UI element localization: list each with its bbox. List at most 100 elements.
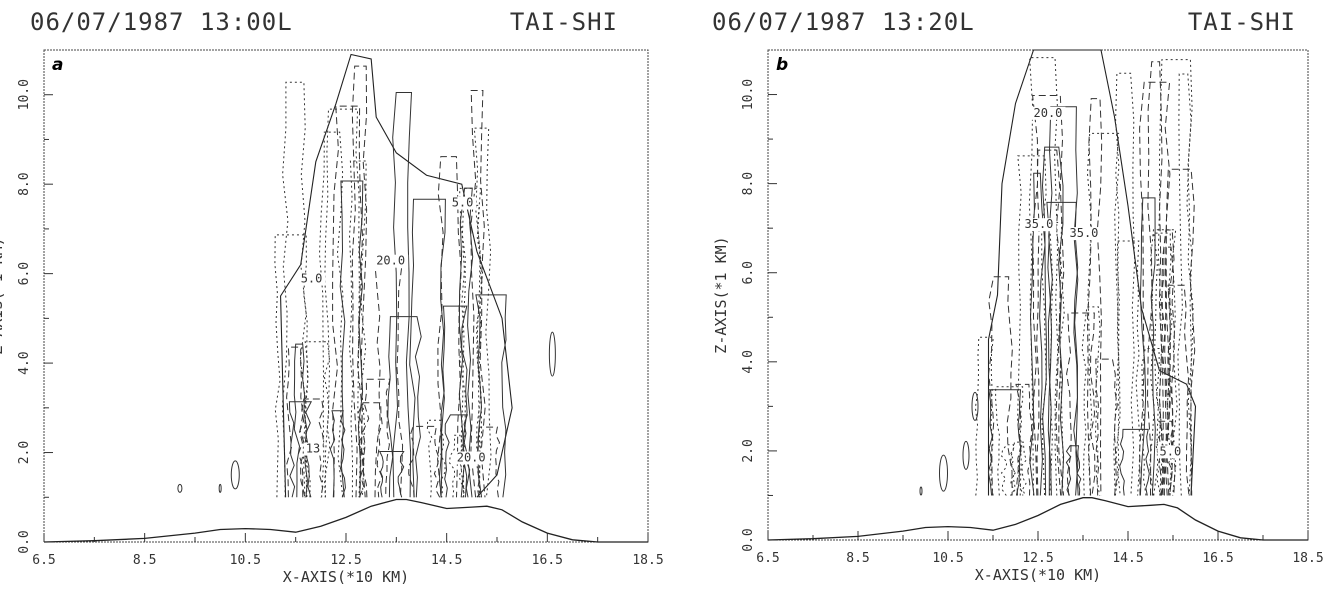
echo-contour xyxy=(988,276,1013,496)
echo-contour xyxy=(378,451,405,498)
echo-contour xyxy=(987,389,1022,496)
contour-label-bg xyxy=(449,196,477,210)
x-tick-label: 14.5 xyxy=(1112,551,1143,566)
x-tick-label: 18.5 xyxy=(632,553,663,568)
y-tick-label: 0.0 xyxy=(741,528,756,551)
x-tick-label: 18.5 xyxy=(1292,551,1323,566)
x-tick-label: 12.5 xyxy=(1022,551,1053,566)
plot-frame xyxy=(43,49,649,543)
isolated-echo-cell xyxy=(962,440,970,470)
echo-contour xyxy=(304,341,331,498)
echo-contour xyxy=(459,187,483,498)
panel-a: 06/07/1987 13:00L TAI-SHI 6.5 8.5 10.5 12.5… xyxy=(0,8,664,586)
isolated-echo-cell xyxy=(230,460,240,490)
terrain-line xyxy=(43,498,648,543)
contour-label-bg xyxy=(454,451,489,465)
x-axis-label: X-AXIS(*10 KM) xyxy=(975,566,1101,584)
echo-contour xyxy=(281,81,307,498)
echo-contour xyxy=(437,156,462,498)
x-tick-label: 6.5 xyxy=(32,553,55,568)
echo-contour xyxy=(426,419,446,498)
echo-contour xyxy=(348,160,367,498)
echo-contour xyxy=(1165,284,1190,496)
echo-contour xyxy=(357,402,383,498)
y-tick-label: 2.0 xyxy=(741,439,756,462)
echo-contour xyxy=(1081,306,1101,496)
contour-label: 5.0 xyxy=(301,272,323,286)
panel-b: 06/07/1987 13:20L TAI-SHI 6.5 8.5 10.5 12.5… xyxy=(668,0,1336,608)
echo-contour xyxy=(1086,98,1103,496)
echo-contour xyxy=(1157,59,1193,496)
contour-label-bg xyxy=(1031,106,1066,120)
contour-label: 20.0 xyxy=(1034,106,1063,120)
contour-label-bg xyxy=(303,442,323,456)
contour-label: 13 xyxy=(306,442,320,456)
echo-contour xyxy=(1041,146,1065,496)
terrain-line xyxy=(767,497,1308,541)
x-tick-label: 16.5 xyxy=(532,553,563,568)
echo-contour xyxy=(286,346,306,498)
echo-contour xyxy=(1086,132,1121,496)
echo-contour xyxy=(1113,72,1136,496)
panel-letter: a xyxy=(52,55,63,75)
isolated-echo-cell xyxy=(939,454,948,492)
echo-contour xyxy=(475,294,507,498)
x-tick-label: 8.5 xyxy=(846,551,869,566)
contour-label-bg xyxy=(298,272,326,286)
echo-contour xyxy=(1157,420,1174,496)
echo-contour xyxy=(387,316,422,498)
y-tick-label: 2.0 xyxy=(17,441,32,464)
echo-contour xyxy=(1028,57,1059,496)
y-tick-label: 8.0 xyxy=(17,172,32,195)
panel-b-plot: 6.5 8.5 10.5 12.5 14.5 16.5 18.5 0.0 2.0 4.0 6.0 8.… xyxy=(712,49,1324,584)
echo-contour xyxy=(1046,201,1079,496)
echo-contour xyxy=(1149,229,1178,496)
echo-contour xyxy=(1010,441,1027,496)
isolated-echo-cell xyxy=(971,391,979,421)
x-tick-label: 14.5 xyxy=(431,553,462,568)
echo-contour xyxy=(1114,240,1141,496)
panel-letter: b xyxy=(776,55,788,75)
panel-a-plot: 6.5 8.5 10.5 12.5 14.5 16.5 18.5 0.0 2.0 4.0 6.0 8.… xyxy=(0,49,664,586)
contour-label: 20.0 xyxy=(376,254,405,268)
isolated-echo-cell xyxy=(548,331,556,377)
echo-contour xyxy=(1163,168,1196,496)
contour-label-bg xyxy=(1157,445,1184,459)
echo-contour xyxy=(297,398,325,498)
echo-contour xyxy=(329,410,346,498)
contour-label: 35.0 xyxy=(1025,217,1054,231)
x-tick-label: 10.5 xyxy=(932,551,963,566)
echo-contour xyxy=(318,131,344,498)
x-tick-label: 6.5 xyxy=(756,551,779,566)
y-tick-label: 10.0 xyxy=(741,79,756,110)
echo-contour xyxy=(1065,445,1082,496)
echo-contour xyxy=(409,198,446,498)
echo-contour xyxy=(324,108,362,498)
isolated-echo-cell xyxy=(919,486,923,496)
echo-contour xyxy=(1153,232,1173,496)
x-axis-label: X-AXIS(*10 KM) xyxy=(283,568,409,586)
echo-contour xyxy=(362,378,391,498)
contour-label: 5.0 xyxy=(452,196,474,210)
echo-contour xyxy=(408,425,441,498)
echo-contour xyxy=(1139,197,1156,496)
echo-contour xyxy=(1031,95,1065,496)
echo-contour xyxy=(339,180,364,498)
y-tick-label: 8.0 xyxy=(741,172,756,195)
echo-contour xyxy=(438,305,468,498)
x-tick-label: 8.5 xyxy=(133,553,156,568)
echo-contour xyxy=(1036,149,1062,496)
contour-label-bg xyxy=(374,254,409,268)
panel-a-timestamp: 06/07/1987 13:00L xyxy=(30,8,293,36)
echo-contour xyxy=(288,401,313,498)
contour-label: 35.0 xyxy=(1070,226,1099,240)
echo-contour xyxy=(392,92,413,498)
echo-contour xyxy=(1141,348,1161,496)
echo-contour xyxy=(374,264,404,498)
echo-contour xyxy=(1015,383,1033,496)
outer-echo-contour xyxy=(280,53,513,498)
y-tick-label: 4.0 xyxy=(741,350,756,373)
x-tick-label: 10.5 xyxy=(230,553,261,568)
x-tick-label: 16.5 xyxy=(1202,551,1233,566)
echo-contour xyxy=(1160,229,1175,496)
